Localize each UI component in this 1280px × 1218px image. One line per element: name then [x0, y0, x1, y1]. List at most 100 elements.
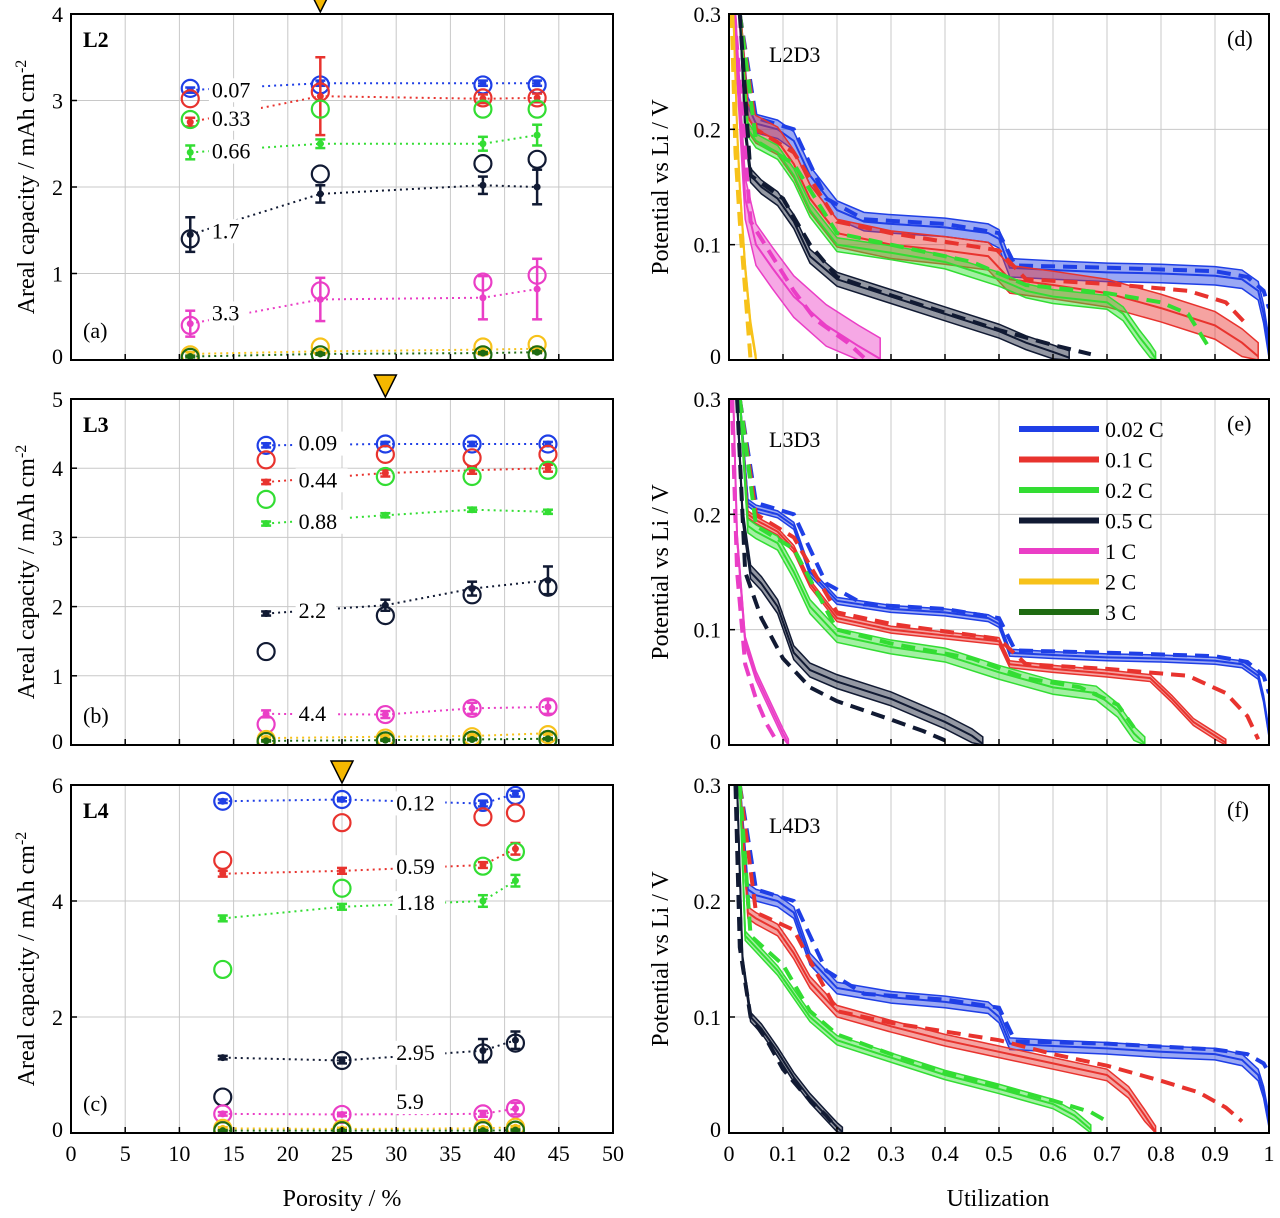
- model-point: [533, 79, 541, 87]
- series-label: 0.09: [299, 431, 338, 456]
- legend-label: 0.5 C: [1105, 509, 1153, 534]
- label-bg: [295, 509, 348, 534]
- tick-label-y: 0: [52, 729, 63, 754]
- model-point: [219, 797, 227, 805]
- tick-label-y: 1: [52, 664, 63, 689]
- sim-line: [732, 14, 757, 360]
- model-point: [479, 861, 487, 869]
- panel-name: L3: [83, 412, 109, 437]
- exp-marker: [527, 99, 547, 119]
- label-bg: [393, 1090, 434, 1115]
- exp-marker: [213, 1087, 233, 1107]
- ylabel-right: Potential vs Li / V: [648, 871, 674, 1047]
- exp-marker: [310, 281, 330, 301]
- exp-marker: [462, 730, 482, 745]
- tick-label-x: 35: [439, 1141, 461, 1166]
- tick-label-x: 10: [168, 1141, 190, 1166]
- model-point: [511, 1036, 519, 1044]
- sim-line: [738, 14, 1269, 349]
- xlabel-right: Utilization: [947, 1186, 1050, 1212]
- model-point: [479, 800, 487, 808]
- model-line: [190, 288, 538, 325]
- exp-marker: [375, 704, 395, 725]
- series-label: 0.66: [212, 139, 251, 164]
- label-bg: [295, 702, 337, 727]
- legend-label: 1 C: [1105, 539, 1136, 564]
- series-label: 2.2: [299, 598, 327, 623]
- exp-line: [732, 14, 866, 360]
- tick-label-y: 1: [52, 262, 63, 287]
- exp-marker: [256, 435, 276, 455]
- model-point: [381, 469, 389, 477]
- label-bg: [393, 891, 446, 916]
- exp-marker: [375, 434, 395, 454]
- tick-label-y: 0: [710, 344, 721, 369]
- model-point: [533, 183, 541, 191]
- exp-marker: [462, 698, 482, 718]
- exp-marker: [180, 89, 200, 109]
- model-point: [468, 506, 476, 514]
- panel-l2: 0.07 0.33 0.66 1.7 3.3 L2 (a) 0 1 2 3 4: [52, 0, 614, 369]
- exp-line: [737, 785, 1244, 1123]
- model-point: [219, 914, 227, 922]
- plot-area: [729, 399, 1269, 745]
- label-bg: [393, 855, 446, 880]
- exp-marker: [538, 444, 558, 464]
- exp-marker: [310, 164, 330, 184]
- exp-marker: [256, 641, 276, 662]
- series-label: 3.3: [212, 300, 240, 325]
- exp-line: [737, 399, 1261, 741]
- tick-label-x: 1: [1264, 1141, 1275, 1166]
- sim-line: [738, 785, 1157, 1133]
- exp-marker: [505, 1033, 526, 1053]
- model-point: [219, 870, 227, 878]
- exp-line: [737, 14, 1092, 357]
- series-label: 1.18: [396, 890, 435, 915]
- series-label: 0.07: [212, 77, 251, 102]
- tick-label-y: 5: [52, 387, 63, 412]
- model-point: [479, 140, 487, 148]
- tick-label-x: 0.8: [1147, 1141, 1175, 1166]
- panel-letter: (d): [1227, 26, 1253, 51]
- model-point: [544, 508, 552, 516]
- exp-marker: [180, 315, 200, 335]
- model-line: [190, 351, 538, 358]
- model-point: [511, 1126, 519, 1133]
- ylabel-right: Potential vs Li / V: [648, 99, 674, 275]
- model-line: [222, 1129, 516, 1132]
- model-line: [222, 1039, 516, 1062]
- model-point: [479, 79, 487, 87]
- model-point: [511, 877, 519, 885]
- tick-label-y: 0.2: [694, 889, 722, 914]
- legend-label: 3 C: [1105, 600, 1136, 625]
- label-bg: [208, 301, 250, 326]
- exp-marker: [462, 434, 482, 454]
- tick-label-y: 0.1: [694, 233, 722, 258]
- exp-marker: [538, 697, 558, 717]
- model-point: [262, 737, 270, 745]
- sim-band: [739, 785, 1092, 1133]
- sim-line: [738, 399, 1146, 745]
- panel-letter: (f): [1227, 797, 1249, 822]
- sim-band: [739, 785, 1157, 1133]
- ylabel-superscript: -2: [13, 832, 30, 845]
- series-label: 0.44: [299, 467, 338, 492]
- sim-line: [733, 14, 881, 360]
- sim-line: [738, 399, 1227, 744]
- tick-label-x: 15: [223, 1141, 245, 1166]
- tick-label-y: 4: [52, 456, 63, 481]
- series-label: 5.9: [396, 1089, 424, 1114]
- sim-band: [733, 14, 881, 360]
- exp-marker: [473, 1121, 493, 1133]
- exp-marker: [332, 1050, 352, 1071]
- exp-marker: [473, 345, 493, 360]
- model-line: [266, 737, 548, 742]
- tick-label-y: 2: [52, 175, 63, 200]
- tick-label-y: 4: [52, 889, 63, 914]
- exp-line: [737, 14, 1269, 309]
- exp-line: [737, 399, 1136, 729]
- tick-label-y: 0: [52, 1117, 63, 1142]
- series-label: 0.12: [396, 790, 435, 815]
- legend-label: 2 C: [1105, 570, 1136, 595]
- label-bg: [295, 468, 348, 493]
